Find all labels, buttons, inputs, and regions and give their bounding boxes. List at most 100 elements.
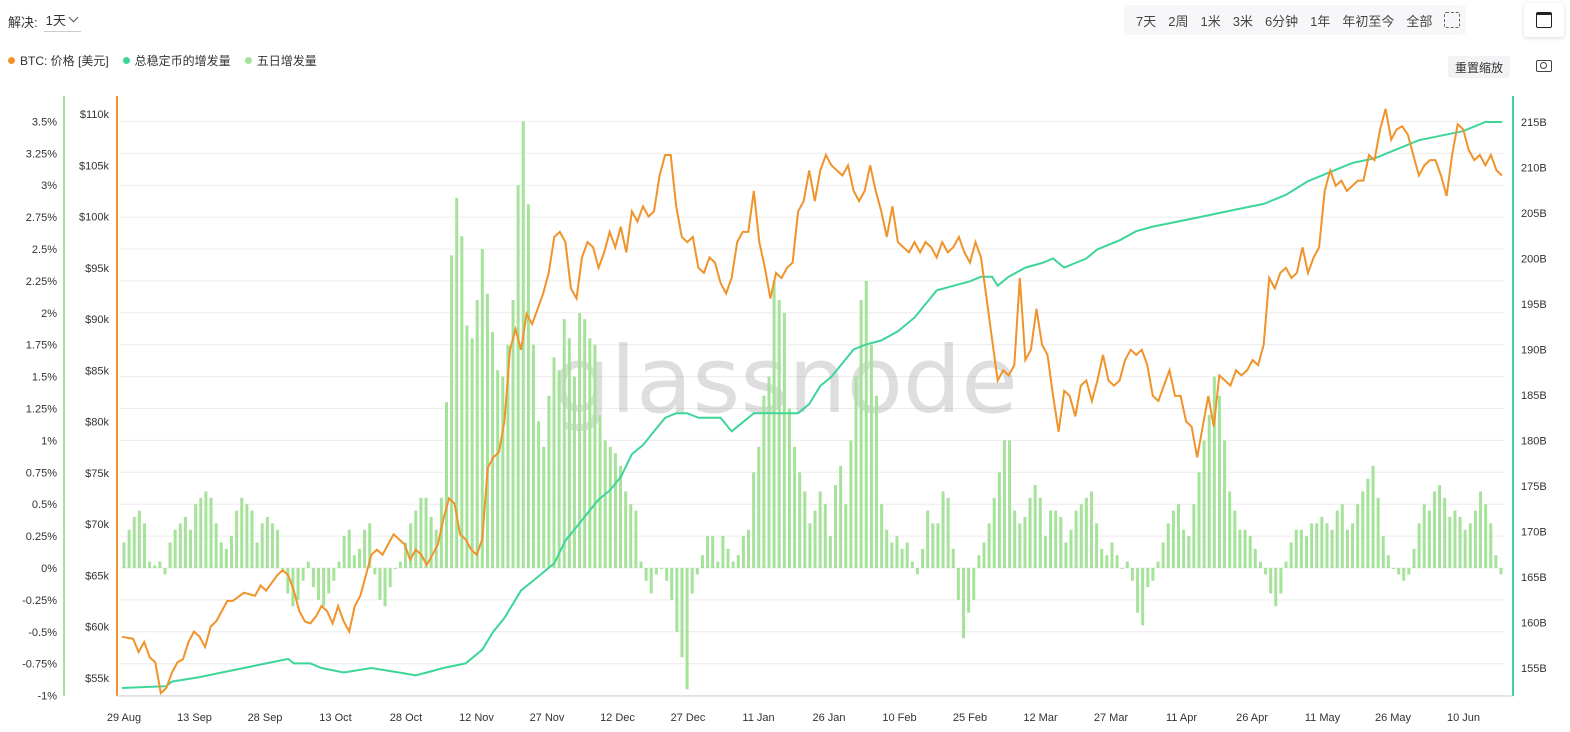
five-day-bar — [747, 529, 751, 568]
five-day-bar — [726, 548, 730, 568]
legend-dot-icon — [244, 57, 252, 64]
five-day-bar — [148, 561, 152, 568]
five-day-bar — [869, 344, 873, 568]
price-tick-label: $55k — [85, 673, 109, 685]
resolution-value: 1天 — [45, 13, 66, 28]
five-day-bar — [475, 300, 479, 568]
five-day-bar — [1136, 568, 1140, 613]
five-day-bar — [1432, 491, 1436, 568]
five-day-bar — [1207, 414, 1211, 568]
five-day-bar — [741, 536, 745, 568]
right-tick-label: 170B — [1521, 527, 1547, 539]
five-day-bar — [992, 497, 996, 568]
five-day-bar — [798, 472, 802, 568]
five-day-bar — [1494, 555, 1498, 568]
five-day-bar — [122, 542, 126, 568]
five-day-bar — [572, 376, 576, 568]
five-day-bar — [460, 236, 464, 569]
five-day-bar — [767, 376, 771, 568]
five-day-bar — [163, 568, 167, 575]
price-tick-label: $95k — [85, 263, 109, 275]
five-day-bar — [1243, 529, 1247, 568]
five-day-bar — [1330, 529, 1334, 568]
right-tick-label: 195B — [1521, 299, 1547, 311]
five-day-bar — [782, 312, 786, 568]
resolution-dropdown[interactable]: 1天 — [43, 10, 81, 32]
five-day-bar — [521, 121, 525, 569]
five-day-bar — [465, 325, 469, 568]
camera-icon[interactable] — [1536, 60, 1552, 72]
five-day-bar — [189, 529, 193, 568]
legend-label: 总稳定币的增发量 — [134, 54, 231, 68]
legend-item-stablecoin-supply[interactable]: 总稳定币的增发量 — [122, 52, 231, 69]
five-day-bar — [1115, 555, 1119, 568]
five-day-bar — [1345, 529, 1349, 568]
five-day-bar — [501, 376, 505, 568]
legend-dot-icon — [122, 57, 130, 64]
five-day-bar — [255, 542, 259, 568]
five-day-bar — [542, 446, 546, 568]
price-tick-label: $75k — [85, 468, 109, 480]
five-day-bar — [1351, 523, 1355, 568]
range-all-button[interactable]: 全部 — [1406, 13, 1433, 29]
right-tick-label: 185B — [1521, 390, 1547, 402]
five-day-bar — [1146, 568, 1150, 588]
axes — [63, 96, 1514, 697]
five-day-bar — [1458, 516, 1462, 568]
five-day-bar — [1228, 491, 1232, 568]
range-6m-button[interactable]: 6分钟 — [1264, 13, 1299, 29]
five-day-bar — [1187, 536, 1191, 568]
five-day-bar — [173, 529, 177, 568]
five-day-bar — [659, 568, 663, 569]
five-day-bar — [444, 402, 448, 568]
range-2w-button[interactable]: 2周 — [1168, 13, 1189, 29]
legend-dot-icon — [8, 57, 15, 64]
five-day-bar — [1397, 568, 1401, 575]
five-day-bar — [219, 542, 223, 568]
range-1m-button[interactable]: 1米 — [1200, 13, 1221, 29]
pct-tick-label: 3.25% — [26, 148, 57, 160]
five-day-bar — [839, 465, 843, 568]
five-day-bar — [931, 523, 935, 568]
five-day-bar — [1386, 555, 1390, 568]
range-1y-button[interactable]: 1年 — [1310, 13, 1331, 29]
five-day-bar — [695, 568, 699, 575]
five-day-bar — [603, 440, 607, 568]
five-day-bar — [1499, 568, 1503, 575]
right-tick-label: 160B — [1521, 618, 1547, 630]
five-day-bar — [547, 395, 551, 568]
legend-item-btc-price[interactable]: BTC: 价格 [美元] — [8, 52, 109, 69]
resolution-selector[interactable]: 解决: 1天 — [8, 10, 81, 32]
price-tick-label: $85k — [85, 365, 109, 377]
five-day-bar — [1274, 568, 1278, 607]
five-day-bar — [337, 561, 341, 568]
range-ytd-button[interactable]: 年初至今 — [1342, 13, 1395, 29]
five-day-bar — [844, 504, 848, 568]
resolution-label: 解决: — [8, 14, 38, 30]
five-day-bar — [649, 568, 653, 594]
range-3m-button[interactable]: 3米 — [1232, 13, 1253, 29]
range-7d-button[interactable]: 7天 — [1136, 13, 1157, 29]
five-day-bar — [613, 453, 617, 568]
five-day-bar — [803, 491, 807, 568]
calendar-button[interactable] — [1524, 3, 1564, 37]
five-day-bar — [1269, 568, 1273, 594]
five-day-bar — [874, 395, 878, 568]
five-day-bar — [624, 491, 628, 568]
five-day-bar — [598, 414, 602, 568]
five-day-bar — [951, 548, 955, 568]
five-day-bar — [721, 536, 725, 568]
five-day-bar — [706, 536, 710, 568]
five-day-bar — [557, 370, 561, 568]
five-day-bar — [1489, 523, 1493, 568]
five-day-bar — [1171, 510, 1175, 568]
five-day-bar — [1238, 529, 1242, 568]
reset-zoom-button[interactable]: 重置缩放 — [1448, 56, 1510, 78]
five-day-bar — [1100, 548, 1104, 568]
pct-tick-label: 2.5% — [32, 244, 57, 256]
five-day-bar — [204, 491, 208, 568]
zoom-select-icon[interactable] — [1444, 12, 1461, 28]
legend-item-five-day-change[interactable]: 五日增发量 — [244, 52, 317, 69]
five-day-bar — [1038, 497, 1042, 568]
